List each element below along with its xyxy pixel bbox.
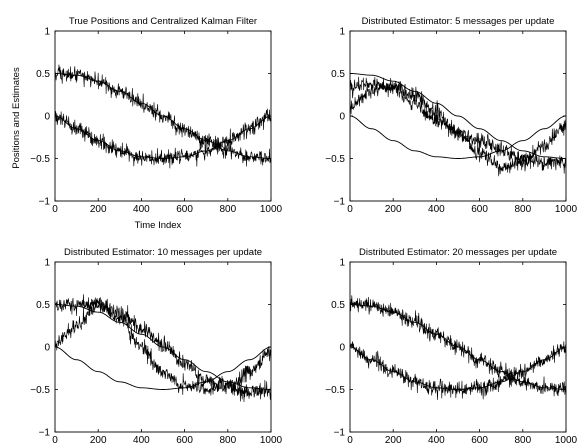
x-tick-label: 200: [385, 204, 402, 215]
y-tick-label: 1: [44, 258, 50, 269]
chart-title: True Positions and Centralized Kalman Fi…: [69, 16, 257, 27]
y-tick-label: 0: [339, 112, 345, 123]
y-tick-label: 0: [44, 112, 50, 123]
chart-panel-2: Distributed Estimator: 5 messages per up…: [325, 16, 577, 215]
y-tick-label: 0: [44, 343, 50, 354]
series-line-3: [349, 295, 567, 397]
x-tick-label: 800: [514, 204, 531, 215]
y-tick-label: −0.5: [30, 385, 50, 396]
series-line-3: [54, 64, 272, 167]
series-line-4: [54, 297, 272, 396]
chart-title: Distributed Estimator: 5 messages per up…: [362, 16, 555, 27]
x-tick-label: 800: [219, 435, 236, 446]
x-tick-label: 800: [514, 435, 531, 446]
x-tick-label: 200: [385, 435, 402, 446]
x-tick-label: 0: [52, 435, 58, 446]
y-tick-label: −1: [39, 197, 51, 208]
chart-panel-4: Distributed Estimator: 20 messages per u…: [325, 247, 577, 446]
chart-title: Distributed Estimator: 20 messages per u…: [359, 247, 557, 258]
y-tick-label: 0.5: [36, 300, 50, 311]
y-tick-label: 1: [339, 258, 345, 269]
series-line-4: [349, 77, 567, 177]
x-tick-label: 800: [219, 204, 236, 215]
series-line-1: [54, 73, 272, 159]
x-tick-label: 1000: [555, 435, 578, 446]
chart-title: Distributed Estimator: 10 messages per u…: [64, 247, 262, 258]
x-tick-label: 0: [347, 204, 353, 215]
x-tick-label: 600: [471, 204, 488, 215]
figure-ylabel: Positions and Estimates: [11, 67, 22, 169]
x-tick-label: 600: [176, 204, 193, 215]
x-tick-label: 200: [90, 204, 107, 215]
y-tick-label: −1: [39, 428, 51, 439]
x-tick-label: 600: [471, 435, 488, 446]
x-tick-label: 0: [52, 204, 58, 215]
chart-panel-1: True Positions and Centralized Kalman Fi…: [30, 16, 282, 215]
y-tick-label: 0.5: [331, 69, 345, 80]
y-tick-label: 1: [339, 27, 345, 38]
y-tick-label: −0.5: [325, 385, 345, 396]
x-tick-label: 0: [347, 435, 353, 446]
y-tick-label: 0.5: [36, 69, 50, 80]
x-tick-label: 600: [176, 435, 193, 446]
series-line-4: [54, 108, 272, 169]
y-tick-label: −1: [334, 197, 346, 208]
series-line-3: [54, 294, 272, 403]
x-tick-label: 1000: [555, 204, 578, 215]
y-tick-label: −1: [334, 428, 346, 439]
x-tick-label: 400: [428, 204, 445, 215]
x-tick-label: 400: [133, 435, 150, 446]
y-tick-label: 0.5: [331, 300, 345, 311]
series-line-2: [54, 346, 272, 390]
series-line-4: [349, 341, 567, 400]
y-tick-label: 0: [339, 343, 345, 354]
series-line-2: [349, 115, 567, 159]
x-tick-label: 400: [133, 204, 150, 215]
chart-panel-3: Distributed Estimator: 10 messages per u…: [30, 247, 282, 446]
x-tick-label: 1000: [260, 204, 283, 215]
y-tick-label: 1: [44, 27, 50, 38]
x-tick-label: 200: [90, 435, 107, 446]
y-tick-label: −0.5: [30, 154, 50, 165]
y-tick-label: −0.5: [325, 154, 345, 165]
x-tick-label: 400: [428, 435, 445, 446]
x-tick-label: 1000: [260, 435, 283, 446]
figure-xlabel: Time Index: [135, 220, 182, 231]
